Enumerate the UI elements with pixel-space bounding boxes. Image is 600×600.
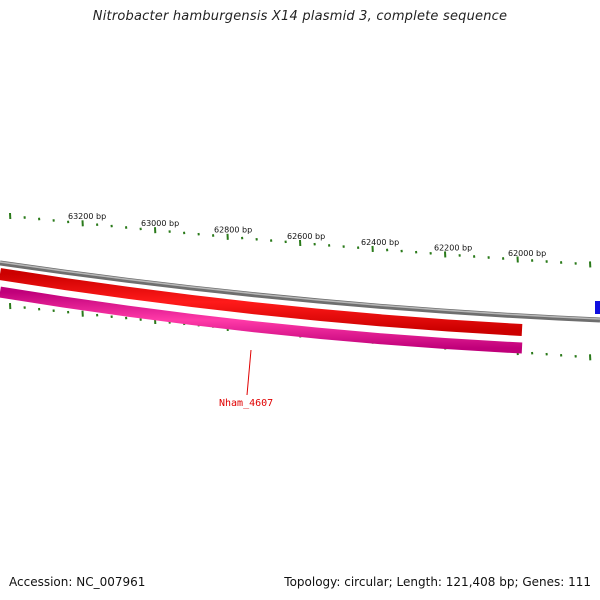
scale-label: 62200 bp xyxy=(434,244,472,253)
upper-scale-ticks xyxy=(9,212,592,268)
gene-nham-4607-arrow[interactable] xyxy=(0,268,523,336)
scale-label: 62800 bp xyxy=(214,226,252,235)
edge-feature-block[interactable] xyxy=(595,301,600,314)
scale-label: 63200 bp xyxy=(68,212,106,221)
gene-reverse-arrow[interactable] xyxy=(0,286,523,354)
sequence-summary: Topology: circular; Length: 121,408 bp; … xyxy=(284,575,591,589)
scale-label: 62000 bp xyxy=(508,249,546,258)
scale-labels: 63200 bp 63000 bp 62800 bp 62600 bp 62400 bp… xyxy=(68,212,546,258)
backbone-arc xyxy=(0,260,600,323)
backbone-arc-highlight xyxy=(0,261,600,320)
gene-label-nham-4607[interactable]: Nham_4607 xyxy=(219,398,273,409)
map-title: Nitrobacter hamburgensis X14 plasmid 3, … xyxy=(92,9,508,24)
scale-label: 62400 bp xyxy=(361,238,399,247)
scale-label: 62600 bp xyxy=(287,232,325,241)
gene-label-leader xyxy=(246,349,252,396)
scale-label: 63000 bp xyxy=(141,219,179,228)
accession-text: Accession: NC_007961 xyxy=(9,575,146,589)
